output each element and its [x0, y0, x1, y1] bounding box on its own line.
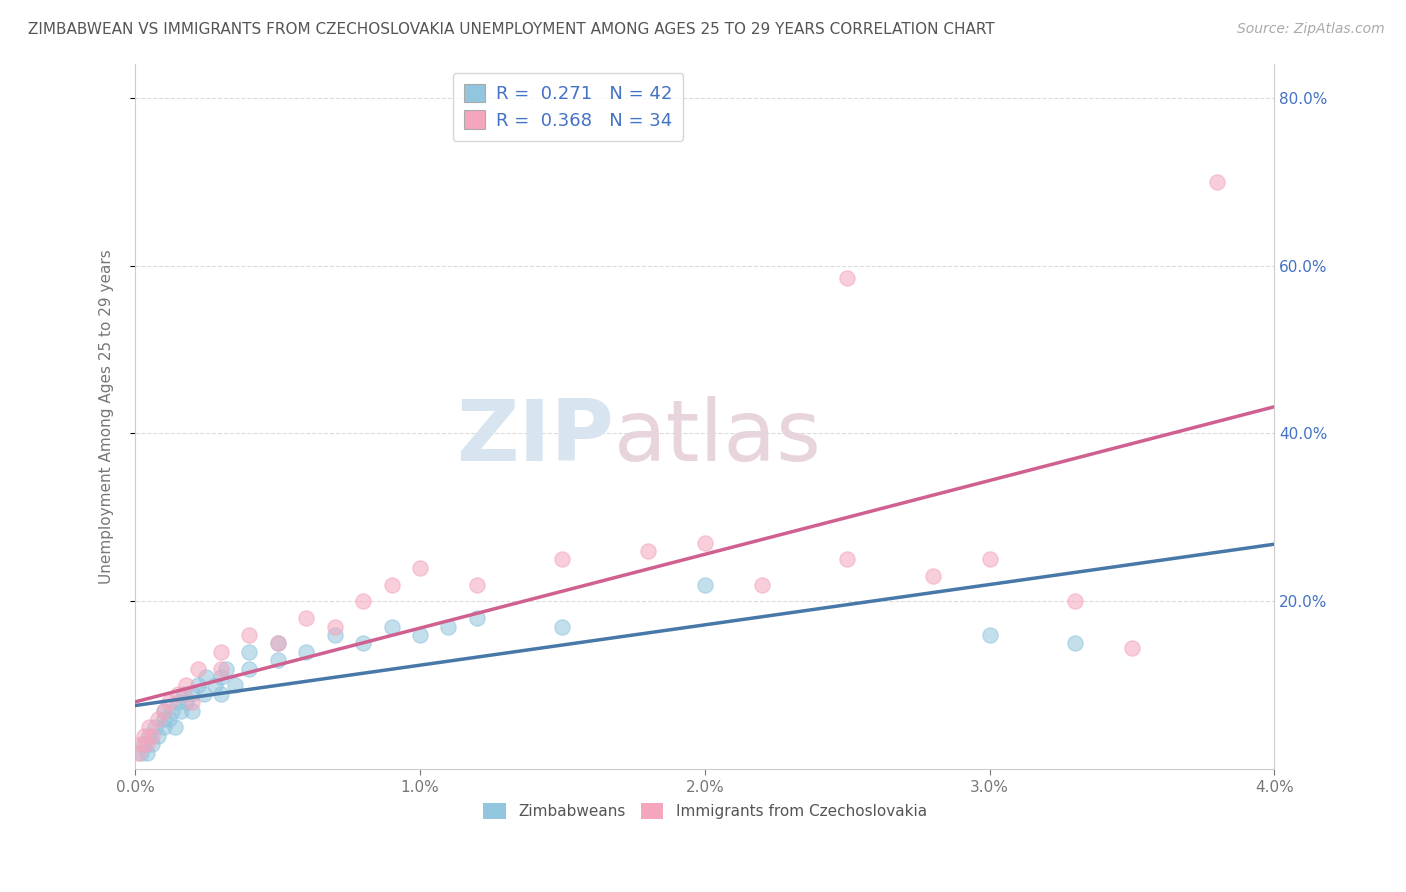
Point: [266, 636, 288, 650]
Point: [141, 737, 163, 751]
Point: [181, 704, 204, 718]
Point: [209, 687, 232, 701]
Legend: Zimbabweans, Immigrants from Czechoslovakia: Zimbabweans, Immigrants from Czechoslova…: [477, 797, 934, 825]
Point: [209, 670, 232, 684]
Point: [170, 704, 193, 718]
Point: [138, 720, 160, 734]
Point: [437, 619, 460, 633]
Y-axis label: Unemployment Among Ages 25 to 29 years: Unemployment Among Ages 25 to 29 years: [100, 249, 114, 584]
Point: [157, 712, 180, 726]
Point: [143, 720, 166, 734]
Point: [152, 704, 174, 718]
Point: [295, 611, 318, 625]
Point: [751, 577, 773, 591]
Point: [1206, 175, 1229, 189]
Point: [409, 628, 432, 642]
Point: [165, 720, 187, 734]
Point: [837, 552, 859, 566]
Point: [187, 678, 209, 692]
Point: [238, 628, 260, 642]
Point: [135, 746, 157, 760]
Point: [1121, 640, 1143, 655]
Point: [295, 645, 318, 659]
Point: [409, 561, 432, 575]
Point: [209, 662, 232, 676]
Point: [129, 737, 152, 751]
Point: [204, 678, 226, 692]
Point: [160, 704, 183, 718]
Point: [1064, 636, 1087, 650]
Point: [132, 729, 155, 743]
Point: [837, 271, 859, 285]
Point: [215, 662, 238, 676]
Point: [323, 628, 346, 642]
Point: [187, 662, 209, 676]
Point: [465, 611, 488, 625]
Point: [266, 636, 288, 650]
Text: atlas: atlas: [613, 396, 821, 479]
Point: [266, 653, 288, 667]
Point: [380, 619, 402, 633]
Point: [138, 729, 160, 743]
Point: [181, 695, 204, 709]
Point: [176, 678, 198, 692]
Point: [132, 737, 155, 751]
Point: [146, 729, 169, 743]
Point: [127, 746, 149, 760]
Point: [173, 687, 195, 701]
Point: [193, 687, 215, 701]
Point: [551, 552, 574, 566]
Point: [693, 535, 716, 549]
Point: [238, 645, 260, 659]
Point: [224, 678, 246, 692]
Point: [1064, 594, 1087, 608]
Point: [979, 552, 1001, 566]
Point: [157, 695, 180, 709]
Point: [637, 544, 659, 558]
Text: ZIMBABWEAN VS IMMIGRANTS FROM CZECHOSLOVAKIA UNEMPLOYMENT AMONG AGES 25 TO 29 YE: ZIMBABWEAN VS IMMIGRANTS FROM CZECHOSLOV…: [28, 22, 995, 37]
Point: [146, 712, 169, 726]
Point: [465, 577, 488, 591]
Point: [176, 695, 198, 709]
Point: [979, 628, 1001, 642]
Point: [167, 687, 190, 701]
Text: Source: ZipAtlas.com: Source: ZipAtlas.com: [1237, 22, 1385, 37]
Point: [195, 670, 218, 684]
Point: [152, 704, 174, 718]
Point: [167, 695, 190, 709]
Point: [921, 569, 943, 583]
Point: [551, 619, 574, 633]
Point: [152, 720, 174, 734]
Text: ZIP: ZIP: [456, 396, 613, 479]
Point: [129, 746, 152, 760]
Point: [141, 729, 163, 743]
Point: [209, 645, 232, 659]
Point: [323, 619, 346, 633]
Point: [135, 737, 157, 751]
Point: [238, 662, 260, 676]
Point: [352, 594, 374, 608]
Point: [181, 687, 204, 701]
Point: [380, 577, 402, 591]
Point: [152, 712, 174, 726]
Point: [693, 577, 716, 591]
Point: [352, 636, 374, 650]
